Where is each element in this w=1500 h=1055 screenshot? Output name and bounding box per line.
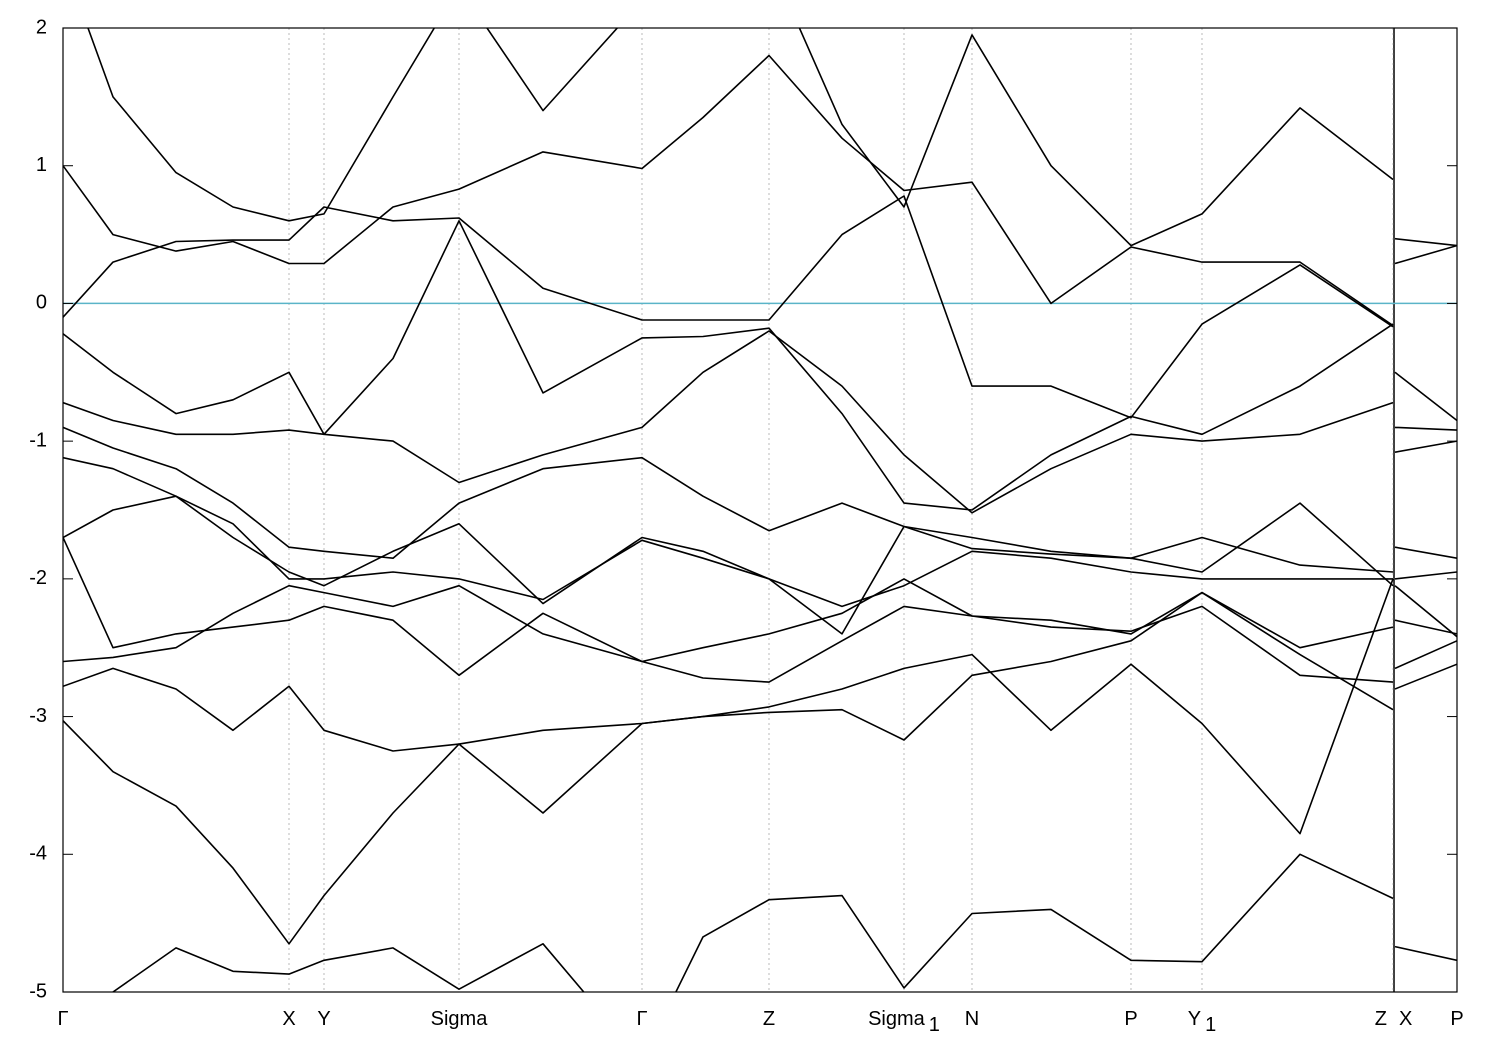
band xyxy=(63,578,1457,835)
x-tick-label: X xyxy=(282,1008,295,1030)
band xyxy=(87,28,1394,247)
x-tick-label-main: P xyxy=(1450,1008,1463,1030)
grid xyxy=(288,28,1395,992)
x-tick-label-main: X xyxy=(282,1008,295,1030)
x-tick-label: Γ xyxy=(57,1008,68,1030)
x-tick-label: N xyxy=(965,1008,979,1030)
x-tick-label-main: Γ xyxy=(636,1008,647,1030)
y-tick-label: 2 xyxy=(36,16,47,38)
x-tick-label-main: P xyxy=(1124,1008,1137,1030)
x-tick-label-main: Sigma xyxy=(868,1008,926,1030)
x-tick-label: Z xyxy=(763,1008,775,1030)
y-tick-label: -3 xyxy=(29,705,47,727)
band xyxy=(63,426,1457,573)
band xyxy=(63,54,1457,327)
x-tick-label: P xyxy=(1124,1008,1137,1030)
plot-frame xyxy=(62,27,1458,993)
x-tick-label-sub: 1 xyxy=(1205,1014,1216,1036)
x-tick-label: Sigma xyxy=(431,1008,489,1030)
band xyxy=(63,495,1457,608)
band xyxy=(63,330,1457,514)
y-tick-label: -2 xyxy=(29,567,47,589)
band xyxy=(63,220,1457,511)
y-tick-label: 0 xyxy=(36,292,47,314)
x-tick-label-main: Z xyxy=(763,1008,775,1030)
band xyxy=(63,537,1457,683)
x-tick-label: P xyxy=(1450,1008,1463,1030)
band xyxy=(63,591,1457,945)
x-tick-label: Sigma 1 xyxy=(868,1008,940,1036)
x-tick-label-main: Z xyxy=(1375,1008,1387,1030)
y-tick-label: -5 xyxy=(29,980,47,1002)
band xyxy=(63,195,1457,419)
x-tick-label-main: Y xyxy=(317,1008,330,1030)
band xyxy=(63,584,1457,683)
x-tick-label-sub: 1 xyxy=(929,1014,940,1036)
y-tick-label: 1 xyxy=(36,154,47,176)
x-tick-label-main: Γ xyxy=(57,1008,68,1030)
x-tick-label: X xyxy=(1399,1008,1412,1030)
x-tick-label-main: Y xyxy=(1188,1008,1201,1030)
x-tick-label: Γ xyxy=(636,1008,647,1030)
x-tick-label: Z xyxy=(1375,1008,1387,1030)
x-tick-label-main: Sigma xyxy=(431,1008,489,1030)
bands xyxy=(63,28,1457,992)
band xyxy=(63,456,1457,635)
y-tick-label: -4 xyxy=(29,843,47,865)
y-tick-label: -1 xyxy=(29,429,47,451)
band xyxy=(111,853,1457,992)
x-tick-label-main: X xyxy=(1399,1008,1412,1030)
x-tick-label-main: N xyxy=(965,1008,979,1030)
x-tick-label: Y xyxy=(317,1008,330,1030)
